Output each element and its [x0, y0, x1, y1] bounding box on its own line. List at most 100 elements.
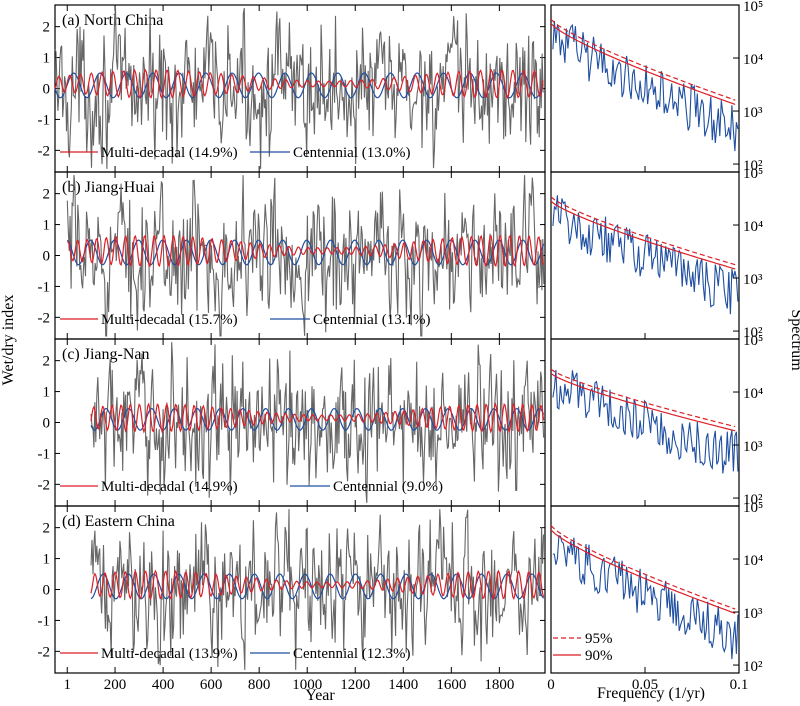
spectrum-x-tick-label: 0	[547, 677, 555, 693]
spectrum-y-tick-label: 10²	[743, 158, 763, 174]
centennial-line	[66, 239, 545, 266]
spectrum-y-tick-label: 10⁵	[743, 333, 763, 349]
legend-multi-decadal-label: Multi-decadal (14.9%)	[101, 479, 238, 495]
panel-1: (a) North China 2 1 0 -1 -2 Multi-decadal (14.…	[38, 0, 764, 174]
x-tick-label: 1	[64, 677, 72, 693]
x-tick-label: 1600	[436, 677, 466, 693]
significance-90-line	[550, 529, 736, 614]
x-tick-label: 1200	[340, 677, 370, 693]
y-tick-label: -1	[38, 613, 51, 629]
spectrum-b-frame	[550, 171, 740, 340]
spectrum-y-tick-label: 10⁵	[743, 500, 763, 516]
panel-title: (b) Jiang-Huai	[62, 179, 155, 196]
spectrum-y-tick-label: 10³	[743, 606, 763, 622]
x-tick-label: 800	[248, 677, 271, 693]
panel-2: (b) Jiang-Huai 2 1 0 -1 -2 Multi-decadal (15.7…	[38, 166, 764, 341]
y-tick-label: -1	[38, 446, 51, 462]
y-tick-label: 0	[43, 82, 51, 98]
significance-95-line	[550, 525, 736, 610]
spectrum-line	[552, 369, 739, 474]
y-tick-label: 1	[43, 552, 51, 568]
multi-decadal-line	[66, 234, 545, 268]
y-tick-label: 0	[43, 416, 51, 432]
legend-multi-decadal-label: Multi-decadal (15.7%)	[101, 312, 238, 328]
panel-3: (c) Jiang-Nan 2 1 0 -1 -2 Multi-decadal (14.9%…	[38, 333, 764, 508]
legend-centennial-label: Centennial (13.0%)	[293, 145, 410, 161]
y-tick-label: 1	[43, 385, 51, 401]
spectrum-x-tick-label: 0.05	[632, 677, 658, 693]
spectrum-y-tick-label: 10⁴	[743, 52, 763, 68]
spectrum-line	[552, 20, 739, 152]
legend-multi-decadal-label: Multi-decadal (13.9%)	[101, 646, 238, 662]
y-tick-label: -2	[38, 477, 51, 493]
y-axis-title: Wet/dry index	[0, 295, 17, 386]
spectrum-x-tick-label: 0.1	[730, 677, 749, 693]
spectrum-panel: 10⁵ 10⁴ 10³ 10²	[550, 500, 763, 675]
x-axis-title: Year	[305, 687, 335, 704]
spectrum-panel: 10⁵ 10⁴ 10³ 10²	[550, 0, 763, 174]
spectrum-y-tick-label: 10³	[743, 105, 763, 121]
y-tick-label: 0	[43, 249, 51, 265]
x-tick-label: 200	[104, 677, 127, 693]
chart-content: (a) North China 2 1 0 -1 -2 Multi-decadal (14.…	[38, 0, 764, 693]
spectrum-x-axis-title: Frequency (1/yr)	[597, 685, 705, 702]
significance-95-line	[550, 368, 736, 428]
y-tick-label: 1	[43, 218, 51, 234]
significance-90-line	[550, 200, 736, 270]
spectrum-y-tick-label: 10³	[743, 272, 763, 288]
spectrum-panel: 10⁵ 10⁴ 10³ 10²	[550, 166, 763, 341]
y-tick-label: -2	[38, 143, 51, 159]
x-tick-label: 400	[152, 677, 175, 693]
panel-title: (a) North China	[62, 12, 163, 29]
legend-95-label: 95%	[585, 631, 613, 647]
legend-multi-decadal-label: Multi-decadal (14.9%)	[101, 145, 238, 161]
significance-95-line	[550, 18, 736, 101]
spectrum-y-axis-title: Spectrum	[788, 309, 800, 371]
raw-index-line	[66, 175, 545, 337]
y-tick-label: -1	[38, 112, 51, 128]
centennial-line	[90, 573, 545, 600]
y-tick-label: -2	[38, 310, 51, 326]
y-tick-label: 2	[43, 354, 51, 370]
spectrum-y-tick-label: 10⁵	[743, 166, 763, 182]
x-tick-label: 1800	[484, 677, 514, 693]
legend-centennial-label: Centennial (9.0%)	[333, 479, 443, 495]
significance-95-line	[550, 196, 736, 266]
spectrum-y-tick-label: 10²	[743, 492, 763, 508]
spectrum-y-tick-label: 10²	[743, 659, 763, 675]
y-tick-label: 0	[43, 583, 51, 599]
spectrum-y-tick-label: 10⁴	[743, 386, 763, 402]
spectrum-c-frame	[550, 338, 740, 507]
y-tick-label: 2	[43, 20, 51, 36]
centennial-line	[54, 72, 544, 99]
raw-index-line	[90, 342, 545, 503]
legend-centennial-label: Centennial (13.1%)	[313, 312, 430, 328]
y-tick-label: 2	[43, 521, 51, 537]
y-tick-label: -1	[38, 279, 51, 295]
significance-90-line	[550, 23, 736, 105]
legend-centennial-label: Centennial (12.3%)	[293, 646, 410, 662]
raw-index-line	[90, 509, 545, 670]
x-tick-label: 600	[200, 677, 223, 693]
panel-title: (c) Jiang-Nan	[62, 346, 150, 363]
spectrum-y-tick-label: 10³	[743, 439, 763, 455]
spectrum-line	[552, 195, 739, 315]
multi-decadal-line	[90, 569, 545, 601]
spectrum-panel: 10⁵ 10⁴ 10³ 10²	[550, 333, 763, 508]
significance-90-line	[550, 372, 736, 432]
multi-decadal-line	[90, 402, 545, 434]
spectrum-y-tick-label: 10⁵	[743, 0, 763, 15]
legend-90-label: 90%	[585, 648, 613, 664]
panel-title: (d) Eastern China	[62, 513, 175, 530]
y-tick-label: -2	[38, 644, 51, 660]
multi-decadal-line	[54, 68, 544, 100]
significance-legend: 95% 90%	[553, 631, 613, 664]
panel-4: (d) Eastern China 2 1 0 -1 -2 Multi-decadal (1…	[38, 500, 764, 675]
x-tick-label: 1000	[292, 677, 322, 693]
y-tick-label: 2	[43, 187, 51, 203]
spectrum-y-tick-label: 10⁴	[743, 553, 763, 569]
y-tick-label: 1	[43, 51, 51, 67]
spectrum-line	[552, 535, 739, 660]
x-tick-label: 1400	[388, 677, 418, 693]
